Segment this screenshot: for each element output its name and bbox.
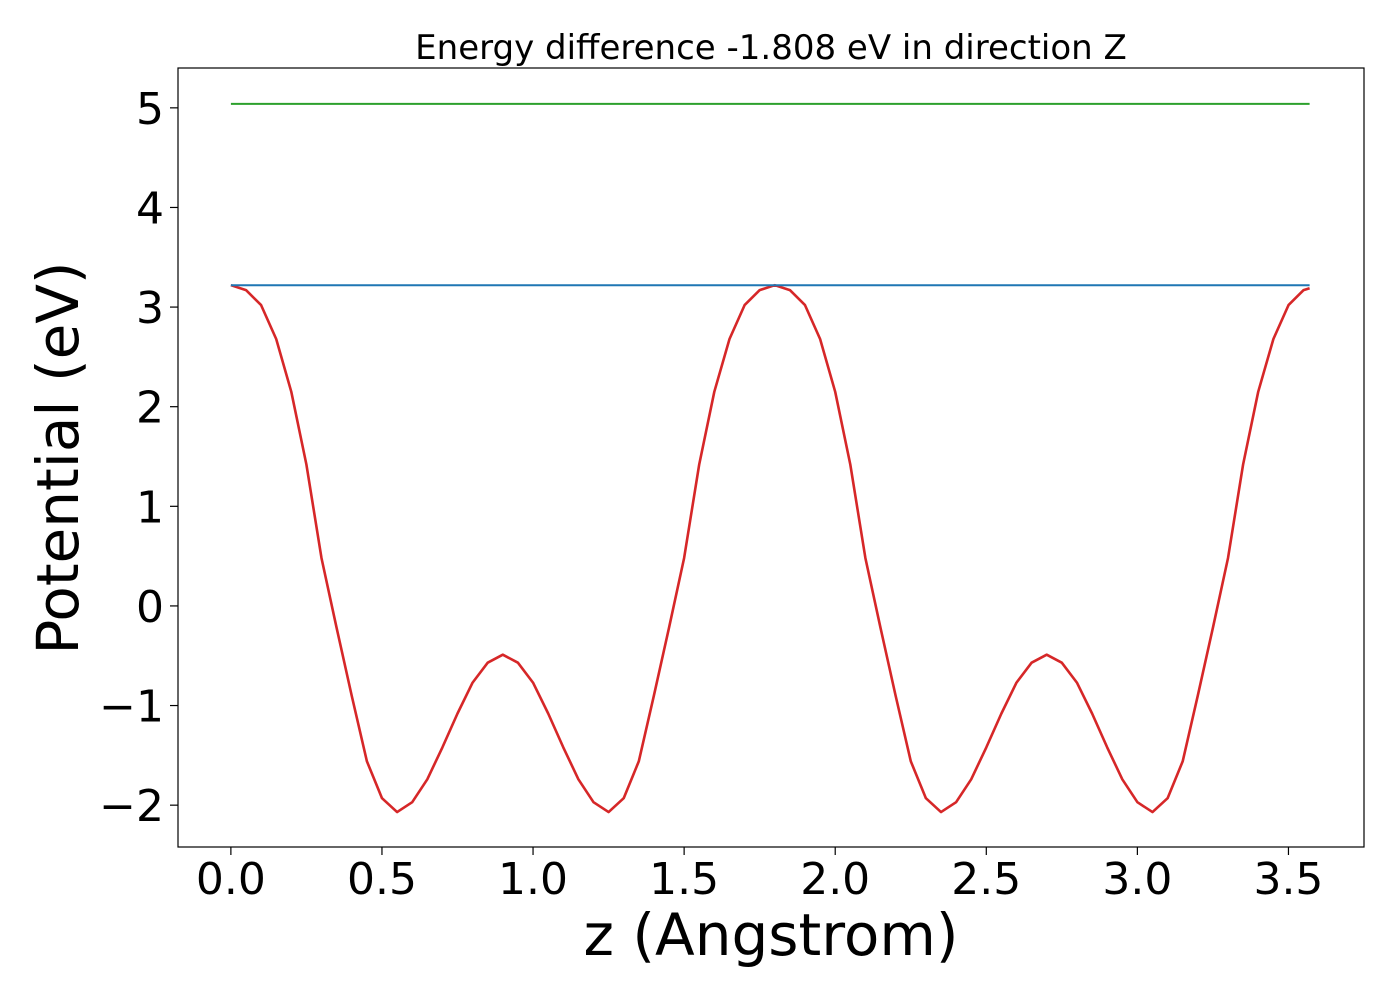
x-tick-label: 0.5 [347, 854, 417, 905]
plot-frame [177, 67, 1365, 848]
series-layer [230, 102, 1310, 814]
y-axis-label: Potential (eV) [24, 261, 92, 654]
y-tick-label: 0 [136, 582, 164, 633]
y-tick-label: 4 [136, 183, 164, 234]
y-tick-label: 3 [136, 283, 164, 334]
y-tick-label: 2 [136, 383, 164, 434]
x-tick-label: 2.5 [951, 854, 1021, 905]
y-tick-label: 5 [136, 84, 164, 135]
series-line-0 [230, 283, 1310, 814]
y-tick-label: −2 [99, 781, 164, 832]
y-tick-label: 1 [136, 482, 164, 533]
x-tick-label: 1.5 [649, 854, 719, 905]
y-axis: −2 −1 0 1 2 3 4 5 [99, 84, 178, 832]
x-tick-label: 2.0 [800, 854, 870, 905]
x-tick-label: 1.0 [498, 854, 568, 905]
x-tick-label: 3.5 [1253, 854, 1323, 905]
x-tick-label: 3.0 [1102, 854, 1172, 905]
x-tick-label: 0.0 [196, 854, 266, 905]
x-axis-label: z (Angstrom) [584, 901, 959, 969]
y-tick-label: −1 [99, 682, 164, 733]
chart-title: Energy difference -1.808 eV in direction… [415, 28, 1127, 68]
x-axis: 0.0 0.5 1.0 1.5 2.0 2.5 3.0 3.5 [196, 847, 1323, 905]
